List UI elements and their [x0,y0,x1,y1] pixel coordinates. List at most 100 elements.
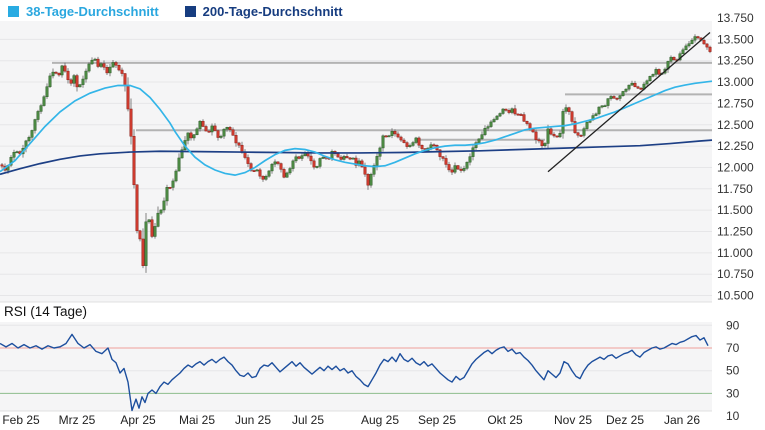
candle-body [291,160,295,169]
candle-body [618,95,622,99]
candle-body [210,125,214,133]
candle-body [54,71,58,74]
candle-body [708,46,712,52]
candle-body [501,108,505,114]
candle-body [348,157,352,160]
candle-body [468,156,472,163]
candle-body [555,135,559,138]
candle-body [486,126,490,129]
price-axis-label: 12.750 [717,96,754,110]
candle-body [417,137,421,146]
candle-body [705,43,709,48]
candle-body [33,119,37,131]
candle-body [279,163,283,170]
candle-body [51,71,55,77]
candle-body [669,56,673,62]
rsi-axis-label: 70 [726,341,740,355]
candle-body [243,152,247,158]
candle-body [285,172,289,178]
candle-body [27,137,31,142]
candle-body [30,130,34,138]
candle-body [564,107,568,112]
candle-body [636,86,640,89]
candle-body [246,157,250,164]
candle-body [108,66,112,74]
x-axis-month-label: Jun 25 [235,413,271,427]
candle-body [522,114,526,122]
price-axis-label: 10.500 [717,289,754,303]
candle-body [681,49,685,54]
candle-body [702,39,706,45]
candle-body [225,127,229,130]
x-axis-month-label: Jul 25 [292,413,324,427]
candle-body [87,63,91,72]
candle-body [273,161,277,165]
candle-body [249,163,253,171]
candle-body [492,119,496,123]
x-axis-month-label: Apr 25 [120,413,156,427]
candle-body [390,131,394,136]
ma200-line [0,139,713,176]
candle-body [585,122,589,129]
candle-body [456,165,460,170]
rsi-axis-label: 90 [726,318,740,332]
x-axis-month-label: Dez 25 [606,413,644,427]
x-axis-month-label: Nov 25 [554,413,592,427]
candle-body [543,143,547,146]
candle-body [603,105,607,108]
candle-body [384,135,388,138]
candle-body [489,121,493,127]
candle-body [654,69,658,75]
candle-body [540,140,544,146]
candle-body [162,200,166,211]
candle-body [693,36,697,41]
candle-body [123,73,127,87]
candle-body [48,75,52,87]
candle-body [165,187,169,202]
candle-body [414,137,418,143]
candle-body [69,79,73,84]
candle-body [621,91,625,97]
candle-body [150,219,154,237]
candle-body [429,144,433,149]
candle-body [351,157,355,160]
candle-body [606,98,610,106]
price-axis-label: 10.750 [717,267,754,281]
candle-body [657,69,661,75]
candle-body [549,128,553,135]
candle-body [420,144,424,149]
candle-body [438,149,442,157]
x-axis-month-label: Mai 25 [179,413,215,427]
candle-body [138,230,142,240]
candle-body [255,169,259,172]
rsi-axis-label: 50 [726,364,740,378]
candle-body [387,135,391,138]
candle-body [498,113,502,117]
candle-body [312,160,316,168]
candle-body [432,144,436,147]
candle-body [690,39,694,44]
candle-body [579,134,583,137]
legend-item-ma38[interactable]: 38-Tage-Durchschnitt [8,4,159,19]
x-axis-month-label: Aug 25 [361,413,399,427]
candle-body [270,163,274,172]
legend-item-ma200[interactable]: 200-Tage-Durchschnitt [184,4,343,19]
price-axis-label: 11.000 [717,246,753,260]
candle-body [594,113,598,116]
candle-body [672,56,676,61]
candle-body [570,111,574,122]
candle-body [78,84,82,88]
candle-body [117,64,121,71]
x-axis-month-label: Sep 25 [418,413,456,427]
price-axis-label: 12.000 [717,160,754,174]
candle-body [477,138,481,143]
candle-body [597,106,601,115]
candle-body [174,170,178,182]
candle-body [687,43,691,47]
x-axis-month-label: Feb 25 [2,413,40,427]
candle-body [633,82,637,88]
candle-body [612,96,616,99]
rsi-axis-label: 30 [726,386,740,400]
